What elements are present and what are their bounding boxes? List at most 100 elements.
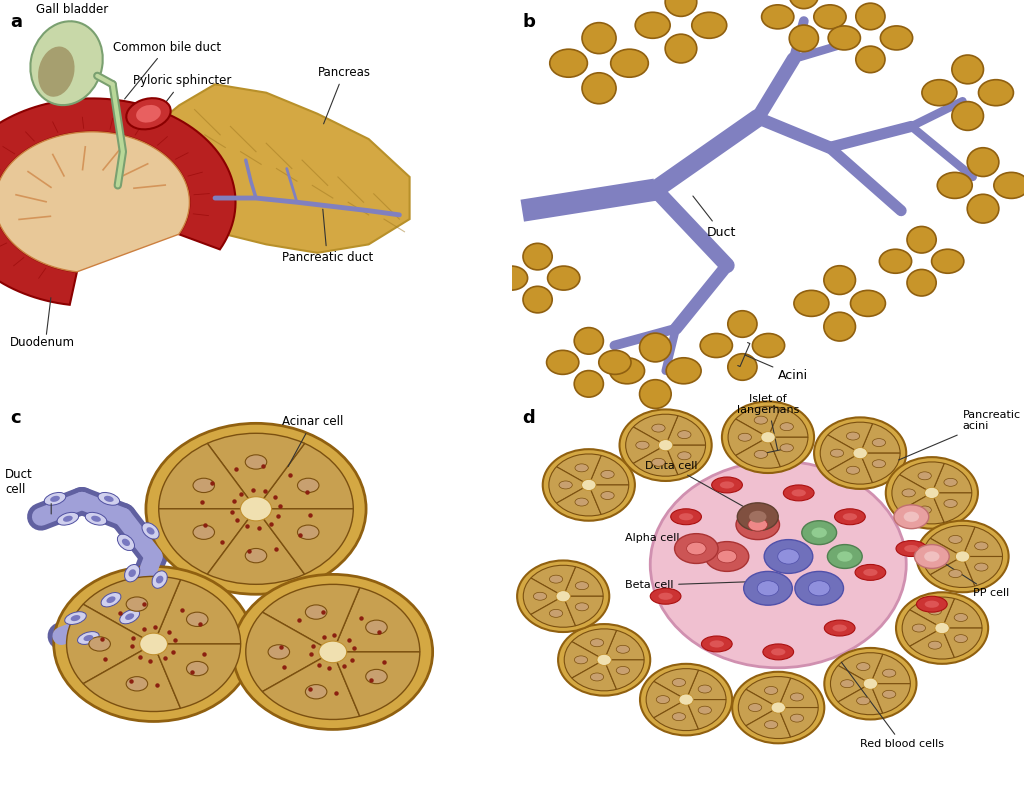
Ellipse shape — [575, 603, 589, 611]
Circle shape — [824, 648, 916, 719]
Ellipse shape — [755, 451, 768, 459]
Wedge shape — [262, 584, 359, 652]
Ellipse shape — [550, 49, 588, 77]
Ellipse shape — [830, 449, 844, 457]
Text: Beta cell: Beta cell — [625, 580, 785, 591]
Wedge shape — [768, 408, 808, 437]
Ellipse shape — [728, 311, 757, 337]
Wedge shape — [778, 678, 818, 708]
Ellipse shape — [894, 505, 929, 529]
Text: Pancreatic
acini: Pancreatic acini — [898, 409, 1021, 460]
Polygon shape — [0, 132, 189, 272]
Wedge shape — [909, 628, 954, 659]
Ellipse shape — [698, 706, 712, 714]
Ellipse shape — [763, 644, 794, 660]
Ellipse shape — [710, 641, 724, 647]
Text: Red blood cells: Red blood cells — [842, 662, 944, 750]
Ellipse shape — [736, 510, 779, 540]
Ellipse shape — [125, 564, 140, 582]
Circle shape — [925, 487, 939, 498]
Circle shape — [146, 423, 367, 595]
Ellipse shape — [907, 227, 936, 253]
Ellipse shape — [106, 596, 116, 603]
Wedge shape — [870, 654, 910, 684]
Wedge shape — [942, 628, 982, 657]
Ellipse shape — [778, 549, 799, 564]
Ellipse shape — [872, 439, 886, 447]
Ellipse shape — [652, 459, 666, 467]
Circle shape — [558, 624, 650, 696]
Wedge shape — [563, 596, 603, 626]
Ellipse shape — [792, 489, 806, 496]
Ellipse shape — [847, 432, 860, 440]
Circle shape — [886, 457, 978, 529]
Text: Duct
cell: Duct cell — [5, 468, 33, 496]
Wedge shape — [827, 453, 872, 484]
Ellipse shape — [743, 572, 793, 605]
Ellipse shape — [547, 351, 579, 374]
Wedge shape — [523, 578, 563, 615]
Wedge shape — [838, 684, 883, 715]
Circle shape — [955, 551, 970, 562]
Wedge shape — [262, 652, 359, 719]
Wedge shape — [556, 454, 601, 485]
Ellipse shape — [658, 593, 673, 599]
Ellipse shape — [914, 545, 949, 568]
Wedge shape — [830, 665, 870, 702]
Ellipse shape — [679, 514, 693, 521]
Ellipse shape — [71, 615, 80, 621]
Ellipse shape — [101, 592, 121, 607]
Ellipse shape — [952, 102, 983, 130]
Wedge shape — [820, 435, 860, 471]
Text: d: d — [522, 409, 535, 428]
Ellipse shape — [712, 477, 742, 493]
Ellipse shape — [496, 266, 527, 290]
Ellipse shape — [640, 380, 671, 409]
Ellipse shape — [828, 26, 860, 50]
Wedge shape — [909, 597, 954, 628]
Text: Common bile duct: Common bile duct — [113, 41, 221, 99]
Wedge shape — [333, 652, 420, 716]
Ellipse shape — [575, 582, 589, 590]
Ellipse shape — [728, 354, 757, 380]
Ellipse shape — [193, 525, 214, 539]
Ellipse shape — [883, 669, 896, 677]
Ellipse shape — [919, 506, 932, 514]
Ellipse shape — [944, 499, 957, 507]
Wedge shape — [333, 588, 420, 652]
Wedge shape — [653, 669, 698, 700]
Ellipse shape — [753, 333, 784, 358]
Ellipse shape — [582, 73, 616, 104]
Ellipse shape — [125, 613, 134, 620]
Wedge shape — [899, 462, 944, 493]
Ellipse shape — [994, 173, 1024, 199]
Ellipse shape — [118, 534, 134, 551]
Ellipse shape — [38, 47, 75, 97]
Ellipse shape — [750, 511, 766, 523]
Wedge shape — [666, 416, 706, 445]
Ellipse shape — [601, 491, 614, 499]
Ellipse shape — [666, 0, 696, 17]
Ellipse shape — [186, 661, 208, 676]
Ellipse shape — [954, 634, 968, 642]
Ellipse shape — [686, 542, 706, 555]
Ellipse shape — [57, 512, 79, 525]
Wedge shape — [564, 642, 604, 678]
Circle shape — [679, 694, 693, 705]
Wedge shape — [589, 456, 629, 485]
Ellipse shape — [550, 575, 563, 583]
Ellipse shape — [616, 646, 630, 653]
Ellipse shape — [122, 539, 130, 546]
Wedge shape — [728, 419, 768, 456]
Ellipse shape — [944, 479, 957, 487]
Ellipse shape — [872, 460, 886, 467]
Ellipse shape — [186, 612, 208, 626]
Circle shape — [556, 591, 570, 602]
Ellipse shape — [802, 521, 837, 545]
Ellipse shape — [838, 552, 852, 561]
Ellipse shape — [717, 550, 736, 563]
Ellipse shape — [193, 479, 214, 493]
Ellipse shape — [650, 461, 906, 668]
Ellipse shape — [881, 26, 912, 50]
Circle shape — [517, 560, 609, 632]
